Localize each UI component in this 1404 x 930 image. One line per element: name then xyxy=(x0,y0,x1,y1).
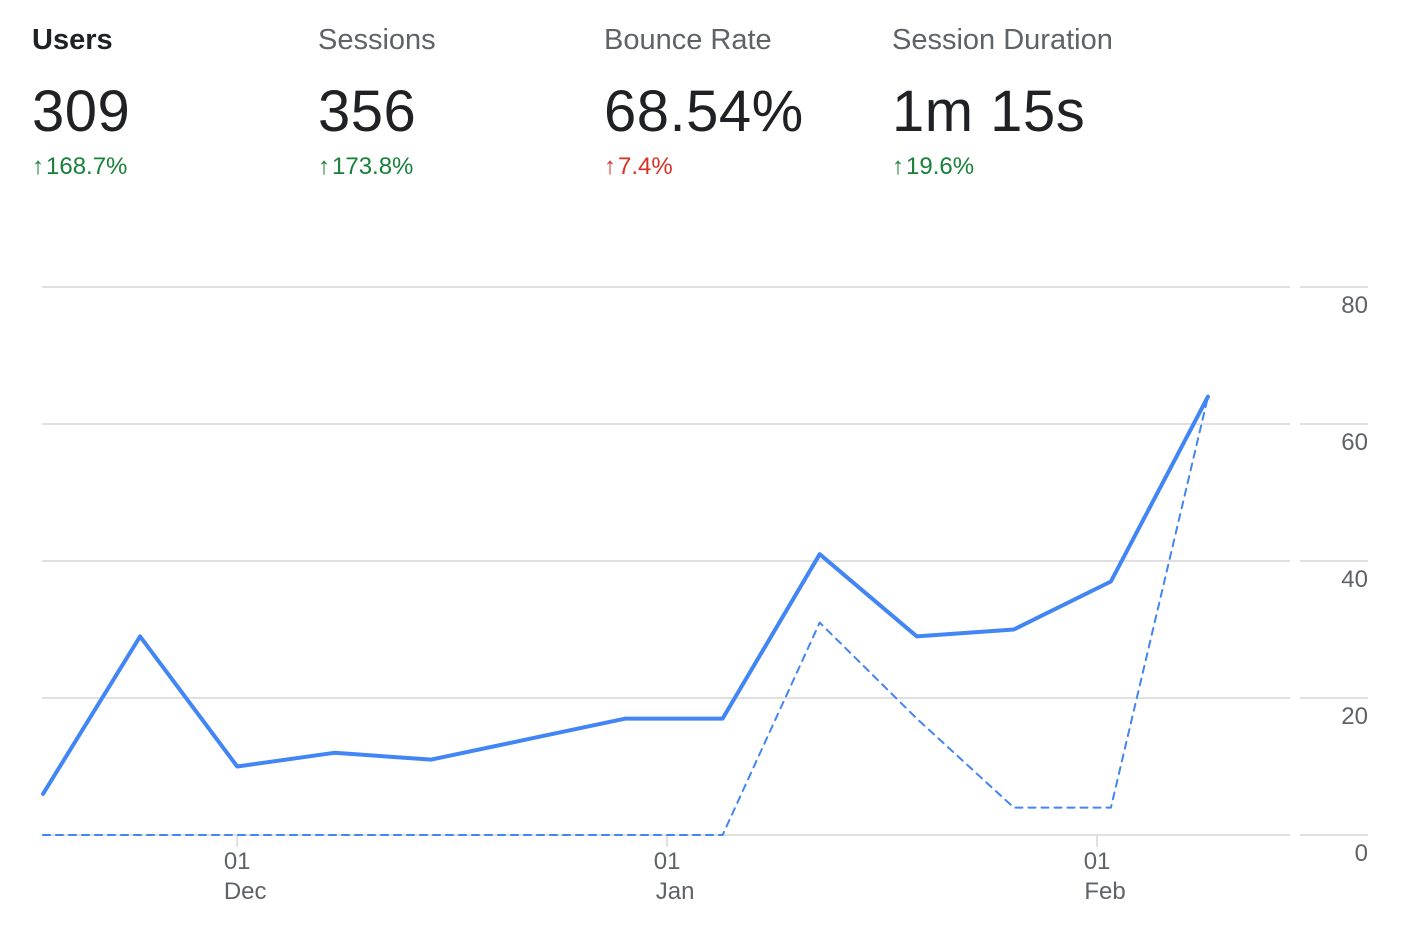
metric-change-value: 7.4% xyxy=(618,153,673,180)
comparison-series-point xyxy=(41,833,45,837)
metric-label: Bounce Rate xyxy=(604,24,772,56)
primary-series-point xyxy=(915,634,919,638)
line-chart: 0 20 40 60 80 01 Dec 01 Jan 01 Feb xyxy=(41,286,1368,905)
primary-series-line xyxy=(41,394,1210,796)
x-tick-month: Feb xyxy=(1084,878,1125,905)
y-tick-label: 60 xyxy=(1341,429,1368,456)
primary-series-point xyxy=(526,737,530,741)
comparison-series-line xyxy=(42,395,1209,836)
chart-container: 0 20 40 60 80 01 Dec 01 Jan 01 Feb xyxy=(0,270,1404,910)
metric-change: ↑173.8% xyxy=(318,152,413,182)
y-tick-label: 80 xyxy=(1341,292,1368,319)
comparison-series-point xyxy=(138,833,142,837)
metric-change: ↑19.6% xyxy=(892,152,974,182)
x-tick-day: 01 xyxy=(224,848,251,875)
metric-session-duration[interactable]: Session Duration 1m 15s ↑19.6% xyxy=(892,22,1113,180)
primary-series-point xyxy=(138,634,142,638)
comparison-series-point xyxy=(721,833,725,837)
comparison-series-point xyxy=(429,833,433,837)
y-tick-label: 40 xyxy=(1341,566,1368,593)
arrow-up-icon: ↑ xyxy=(604,153,616,180)
metric-value: 1m 15s xyxy=(892,79,1086,144)
metric-value: 68.54% xyxy=(604,79,804,144)
comparison-series-point xyxy=(1206,395,1210,399)
metric-label: Session Duration xyxy=(892,24,1113,56)
primary-series-point xyxy=(721,717,725,721)
primary-series-point xyxy=(235,765,239,769)
x-tick-month: Dec xyxy=(224,878,267,905)
primary-series-point xyxy=(818,552,822,556)
y-tick-label: 20 xyxy=(1341,703,1368,730)
primary-series-point xyxy=(624,717,628,721)
metric-change-value: 168.7% xyxy=(46,153,128,180)
arrow-up-icon: ↑ xyxy=(318,153,330,180)
metric-change: ↑7.4% xyxy=(604,152,673,182)
comparison-series-point xyxy=(526,833,530,837)
metric-value: 356 xyxy=(318,79,417,144)
x-tick-day: 01 xyxy=(654,848,681,875)
metric-value: 309 xyxy=(32,79,131,144)
primary-series-point xyxy=(1012,628,1016,632)
comparison-series-point xyxy=(624,833,628,837)
comparison-series-point xyxy=(1012,806,1016,810)
arrow-up-icon: ↑ xyxy=(32,153,44,180)
metric-change-value: 19.6% xyxy=(906,153,975,180)
metrics-row: Users 309 ↑168.7% Sessions 356 ↑173.8% B… xyxy=(0,0,1404,200)
comparison-series-point xyxy=(332,833,336,837)
metric-users[interactable]: Users 309 ↑168.7% xyxy=(32,22,130,180)
metric-change: ↑168.7% xyxy=(32,152,127,182)
y-tick-label: 0 xyxy=(1355,840,1368,867)
x-tick-month: Jan xyxy=(656,878,695,905)
primary-series-point xyxy=(429,758,433,762)
comparison-series-point xyxy=(1109,806,1113,810)
comparison-series-point xyxy=(818,621,822,625)
metric-sessions[interactable]: Sessions 356 ↑173.8% xyxy=(318,22,436,180)
arrow-up-icon: ↑ xyxy=(892,153,904,180)
primary-series-point xyxy=(41,792,45,796)
metric-bounce-rate[interactable]: Bounce Rate 68.54% ↑7.4% xyxy=(604,22,803,180)
metric-change-value: 173.8% xyxy=(332,153,414,180)
metric-label: Sessions xyxy=(318,24,436,56)
primary-series-point xyxy=(1109,580,1113,584)
x-tick-day: 01 xyxy=(1084,848,1111,875)
primary-series-point xyxy=(332,751,336,755)
comparison-series-point xyxy=(235,833,239,837)
comparison-series-point xyxy=(915,717,919,721)
metric-label: Users xyxy=(32,24,113,56)
